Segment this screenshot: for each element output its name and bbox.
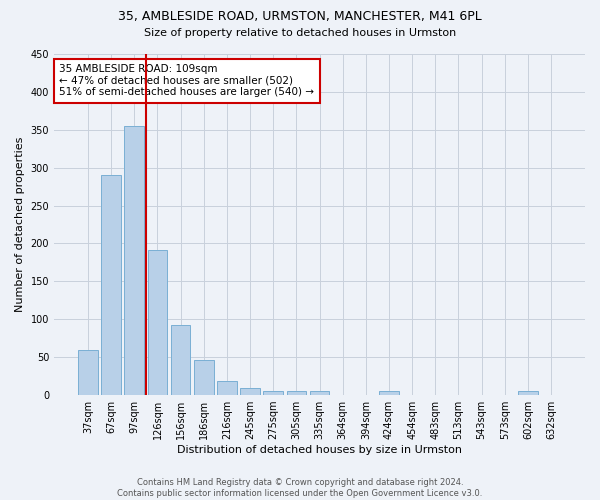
- Bar: [240, 388, 260, 395]
- Text: 35 AMBLESIDE ROAD: 109sqm
← 47% of detached houses are smaller (502)
51% of semi: 35 AMBLESIDE ROAD: 109sqm ← 47% of detac…: [59, 64, 314, 98]
- Bar: [310, 392, 329, 395]
- Text: 35, AMBLESIDE ROAD, URMSTON, MANCHESTER, M41 6PL: 35, AMBLESIDE ROAD, URMSTON, MANCHESTER,…: [118, 10, 482, 23]
- Bar: [518, 392, 538, 395]
- Bar: [124, 126, 144, 395]
- Bar: [287, 392, 306, 395]
- Bar: [217, 380, 237, 395]
- Bar: [148, 250, 167, 395]
- Bar: [78, 350, 98, 395]
- Bar: [263, 392, 283, 395]
- Bar: [171, 326, 190, 395]
- Text: Size of property relative to detached houses in Urmston: Size of property relative to detached ho…: [144, 28, 456, 38]
- Text: Contains HM Land Registry data © Crown copyright and database right 2024.
Contai: Contains HM Land Registry data © Crown c…: [118, 478, 482, 498]
- X-axis label: Distribution of detached houses by size in Urmston: Distribution of detached houses by size …: [177, 445, 462, 455]
- Bar: [379, 392, 399, 395]
- Y-axis label: Number of detached properties: Number of detached properties: [15, 137, 25, 312]
- Bar: [194, 360, 214, 395]
- Bar: [101, 176, 121, 395]
